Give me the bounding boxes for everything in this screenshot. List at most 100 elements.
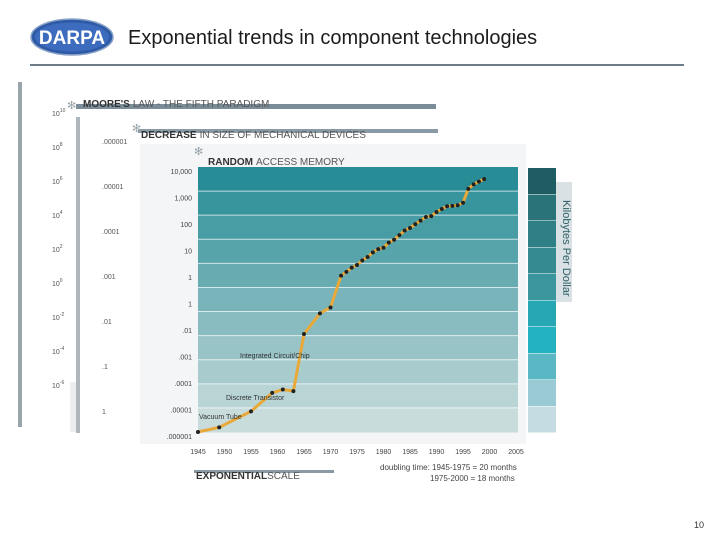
x-tick-label: 1950 xyxy=(217,449,233,456)
panel1-tick-label: 102 xyxy=(52,244,63,254)
plot-area xyxy=(198,167,518,433)
panel1-tick-exp: 6 xyxy=(60,176,63,182)
panel1-partial-label xyxy=(70,382,80,432)
panel1-title-rest: LAW - THE FIFTH PARADIGM xyxy=(133,99,269,110)
right-band-block xyxy=(528,168,556,194)
title-divider xyxy=(30,64,684,66)
data-point xyxy=(445,204,450,209)
plot-band xyxy=(198,287,518,313)
data-point xyxy=(360,258,365,263)
data-point xyxy=(217,425,222,430)
svg-text:EXPONENTIALSCALE: EXPONENTIALSCALE xyxy=(196,471,300,482)
y-tick-label: .0001 xyxy=(174,381,192,388)
right-band-block xyxy=(528,221,556,247)
panel1-title-bar xyxy=(76,104,436,109)
panel1-tick-exp: 4 xyxy=(60,210,63,216)
footer-scale-rest: SCALE xyxy=(267,471,300,482)
data-point xyxy=(429,214,434,219)
panel1-tick-label: 100 xyxy=(52,278,63,288)
data-point xyxy=(418,218,423,223)
x-tick-label: 1985 xyxy=(402,449,418,456)
annotation-vacuum-tube: Vacuum Tube xyxy=(199,414,242,421)
plot-band xyxy=(198,263,518,288)
data-point xyxy=(482,177,487,182)
data-point xyxy=(249,409,253,414)
data-point xyxy=(413,222,418,227)
panel1-tick-base: 10 xyxy=(52,281,60,288)
slide-title: Exponential trends in component technolo… xyxy=(128,27,538,49)
right-band-block xyxy=(528,300,556,327)
asterisk-icon: ✻ xyxy=(132,123,141,135)
panel1-tick-exp: 8 xyxy=(60,142,63,148)
data-point xyxy=(355,263,359,268)
plot-band xyxy=(198,311,518,337)
panel1-tick-base: 10 xyxy=(52,383,60,390)
panel1-tick-exp: -2 xyxy=(60,312,65,318)
panel1-tick-label: 10-2 xyxy=(52,312,64,322)
y-tick-label: 10,000 xyxy=(171,169,193,176)
footer-doubling-1: doubling time: 1945-1975 = 20 months xyxy=(380,463,517,472)
y-tick-label: .001 xyxy=(178,355,192,362)
right-band-block xyxy=(528,194,556,221)
logo-text: DARPA xyxy=(39,28,105,49)
panel2-title-bold: DECREASE xyxy=(141,130,197,141)
right-band-block xyxy=(528,353,556,380)
y-tick-label: .01 xyxy=(182,328,192,335)
panel1-tick-label: 108 xyxy=(52,142,63,152)
x-tick-label: 1980 xyxy=(376,449,392,456)
panel1-tick-exp: 10 xyxy=(60,108,66,114)
annotation-discrete-transistor: Discrete Transistor xyxy=(226,395,285,402)
right-label-strip xyxy=(556,182,572,302)
right-color-band xyxy=(528,168,572,433)
data-point xyxy=(434,210,439,215)
data-point xyxy=(471,182,476,187)
annotation-integrated-circuit: Integrated Circuit/Chip xyxy=(240,353,310,360)
panel1-tick-base: 10 xyxy=(52,179,60,186)
x-tick-label: 1975 xyxy=(349,449,365,456)
data-point xyxy=(196,430,200,434)
y-tick-label: 1 xyxy=(188,302,192,309)
panel2-tick-label: .000001 xyxy=(102,139,127,146)
y-tick-label: 1 xyxy=(188,275,192,282)
asterisk-icon: ✻ xyxy=(194,146,203,158)
plot-band xyxy=(198,239,518,264)
panel1-tick-base: 10 xyxy=(52,111,60,118)
page-number: 10 xyxy=(694,520,705,530)
right-band-block xyxy=(528,380,556,406)
panel2-title-bar xyxy=(138,129,438,133)
panel1-tick-label: 106 xyxy=(52,176,63,186)
panel1-left-bar xyxy=(18,82,22,427)
panel2-tick-label: .01 xyxy=(102,319,112,326)
data-point xyxy=(291,389,296,394)
data-point xyxy=(392,237,397,242)
panel2-tick-label: .00001 xyxy=(102,184,124,191)
panel1-tick-base: 10 xyxy=(52,145,60,152)
data-point xyxy=(349,265,354,270)
panel1-tick-label: 104 xyxy=(52,210,63,220)
panel-mechanical-devices: ✻ DECREASE IN SIZE OF MECHANICAL DEVICES … xyxy=(76,117,438,433)
panel2-axis: .000001 .00001 .0001 .001 .01 .1 1 xyxy=(102,139,127,416)
data-point xyxy=(439,207,444,212)
data-point xyxy=(423,214,428,219)
data-point xyxy=(328,305,333,310)
x-tick-label: 1955 xyxy=(243,449,259,456)
right-band-block xyxy=(528,327,556,353)
data-point xyxy=(344,269,349,274)
data-point xyxy=(386,240,391,245)
y-tick-label: 100 xyxy=(180,222,192,229)
data-point xyxy=(402,228,407,233)
data-point xyxy=(317,311,322,316)
data-point xyxy=(270,390,275,395)
footer-scale-bold: EXPONENTIAL xyxy=(196,471,267,482)
data-point xyxy=(476,179,481,184)
panel1-tick-exp: -4 xyxy=(60,346,65,352)
x-tick-label: 1965 xyxy=(296,449,312,456)
panel2-tick-label: 1 xyxy=(102,409,106,416)
x-tick-label: 2005 xyxy=(508,449,524,456)
plot-band xyxy=(198,191,518,216)
data-point xyxy=(302,331,306,336)
footer-doubling-2: 1975-2000 = 18 months xyxy=(430,474,515,483)
data-point xyxy=(339,273,344,278)
panel3-title-rest: ACCESS MEMORY xyxy=(256,157,345,168)
